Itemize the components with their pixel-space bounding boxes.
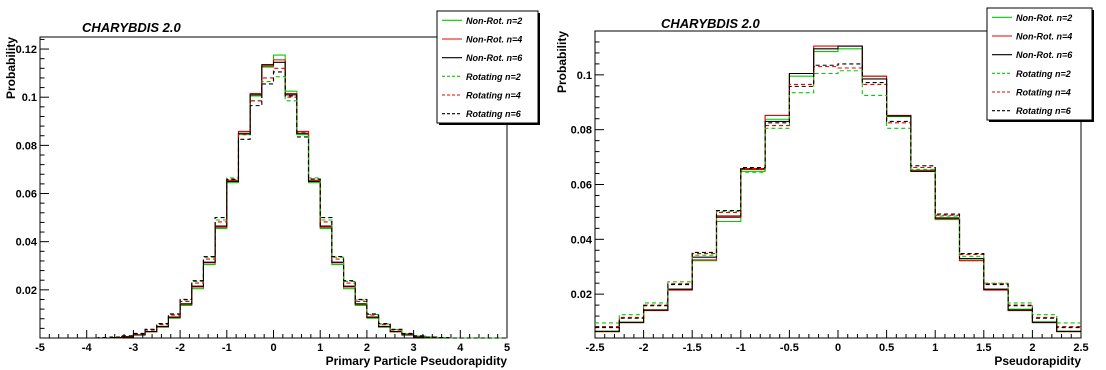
x-tick-label: -1 — [736, 342, 746, 354]
x-tick-label: -2.5 — [586, 342, 605, 354]
series-line-5 — [40, 71, 507, 339]
x-tick-label: -1.5 — [683, 342, 702, 354]
legend-label: Non-Rot. n=6 — [466, 53, 523, 63]
legend-label: Non-Rot. n=2 — [466, 16, 522, 26]
y-tick-label: 0.12 — [16, 44, 37, 56]
x-tick-label: 5 — [504, 342, 510, 354]
y-tick-label: 0.1 — [22, 92, 37, 104]
x-tick-label: 2 — [364, 342, 370, 354]
y-tick-label: 0.06 — [16, 189, 37, 201]
y-tick-label: 0.04 — [571, 234, 593, 246]
x-tick-label: 0 — [835, 342, 841, 354]
x-tick-label: 1.5 — [976, 342, 991, 354]
x-axis-label: Primary Particle Pseudorapidity — [326, 354, 508, 368]
legend-label: Non-Rot. n=4 — [1016, 32, 1072, 42]
legend-label: Non-Rot. n=4 — [466, 35, 522, 45]
x-tick-label: 3 — [411, 342, 417, 354]
series-line-3 — [595, 70, 1081, 324]
x-tick-label: 2.5 — [1073, 342, 1088, 354]
x-tick-label: -0.5 — [780, 342, 799, 354]
legend-box — [986, 7, 1093, 121]
y-tick-label: 0.1 — [577, 70, 592, 82]
x-tick-label: -2 — [639, 342, 649, 354]
legend-label: Non-Rot. n=2 — [1016, 13, 1072, 23]
x-tick-label: -5 — [35, 342, 45, 354]
x-tick-label: 4 — [457, 342, 464, 354]
legend-label: Non-Rot. n=6 — [1016, 50, 1073, 60]
x-tick-label: -1 — [222, 342, 232, 354]
y-tick-label: 0.08 — [571, 125, 592, 137]
x-tick-label: 1 — [317, 342, 323, 354]
x-tick-label: 1 — [932, 342, 938, 354]
legend-label: Rotating n=2 — [1016, 69, 1071, 79]
plot-right: -2.5 -2 -1.5 -1 -0.5 0 0.5 1 1.5 2 2.5 0.02 0.04 0.06… — [555, 7, 1094, 368]
y-tick-label: 0.06 — [571, 180, 592, 192]
legend-label: Rotating n=4 — [466, 91, 521, 101]
series-line-4 — [595, 66, 1081, 328]
plot-left: -5 -4 -3 -2 -1 0 1 2 3 4 5 0.02 0.04 0.06 0.08 0.1 0.12 C… — [4, 10, 540, 368]
y-axis-label: Probability — [555, 31, 569, 93]
legend-label: Rotating n=2 — [466, 72, 521, 82]
x-tick-label: -4 — [82, 342, 93, 354]
series-line-2 — [595, 45, 1081, 332]
series-line-2 — [40, 61, 507, 339]
y-axis-label: Probability — [4, 37, 18, 99]
x-tick-label: -3 — [129, 342, 139, 354]
x-tick-label: -2 — [175, 342, 185, 354]
y-tick-label: 0.02 — [571, 289, 592, 301]
x-tick-label: 0.5 — [879, 342, 894, 354]
x-axis-label: Pseudorapidity — [994, 354, 1081, 368]
legend-label: Rotating n=6 — [466, 109, 522, 119]
x-tick-label: 2 — [1029, 342, 1035, 354]
legend-box — [436, 10, 539, 124]
chart-title: CHARYBDIS 2.0 — [82, 20, 182, 35]
chart-title: CHARYBDIS 2.0 — [661, 16, 761, 31]
legend-label: Rotating n=4 — [1016, 88, 1071, 98]
y-tick-label: 0.04 — [16, 237, 38, 249]
y-tick-label: 0.02 — [16, 285, 37, 297]
y-tick-label: 0.08 — [16, 140, 37, 152]
x-tick-label: 0 — [270, 342, 276, 354]
legend-label: Rotating n=6 — [1016, 106, 1072, 116]
series-line-5 — [595, 63, 1081, 329]
